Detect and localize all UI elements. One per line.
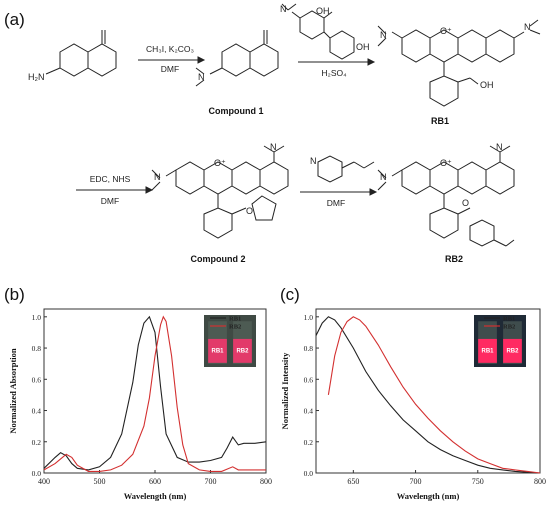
compound2-name: Compound 2 bbox=[191, 254, 246, 264]
reagent4-label: DMF bbox=[327, 198, 345, 208]
y-tick-label: 0.2 bbox=[304, 438, 314, 447]
series-line-rb1 bbox=[315, 316, 541, 474]
cuvette-label: RB2 bbox=[236, 348, 249, 354]
y-tick-label: 0.8 bbox=[32, 344, 42, 353]
plot-frame bbox=[315, 308, 541, 474]
diethylamine-label-compound2: N bbox=[154, 172, 161, 182]
x-tick-label: 500 bbox=[94, 477, 106, 486]
compound1-name: Compound 1 bbox=[209, 106, 264, 116]
y-tick-label: 1.0 bbox=[32, 313, 42, 322]
series-line-rb2 bbox=[43, 315, 266, 472]
reagent1-line1: CH₃I, K₂CO₃ bbox=[146, 44, 194, 54]
legend-entry: RB1 bbox=[229, 316, 241, 323]
dimethylamine-label-compound1: N bbox=[198, 72, 205, 82]
series-line-rb1 bbox=[43, 315, 267, 471]
cuvette-label: RB1 bbox=[212, 348, 225, 354]
amine-label: H₂N bbox=[28, 72, 45, 82]
oxonium-label-rb2: O⁺ bbox=[440, 158, 452, 168]
x-axis-label: Wavelength (nm) bbox=[124, 491, 187, 501]
ester-oxygen-label: O bbox=[246, 206, 253, 216]
diethylamine-label-rb2: N bbox=[380, 172, 387, 182]
x-tick-label: 700 bbox=[410, 477, 422, 486]
rb1-name: RB1 bbox=[431, 116, 449, 126]
series-line-rb2 bbox=[327, 316, 541, 474]
dimethylamine-label-compound2: N bbox=[270, 142, 277, 152]
y-tick-label: 0.0 bbox=[304, 469, 314, 478]
hydroxyl-label: OH bbox=[316, 6, 330, 16]
x-tick-label: 800 bbox=[260, 477, 272, 486]
synthesis-scheme: H₂N N OH OH N N N O⁺ OH N N O⁺ O N N N O… bbox=[28, 3, 541, 264]
x-axis-label: Wavelength (nm) bbox=[397, 491, 460, 501]
dimethylamine-label-rb1: N bbox=[524, 22, 531, 32]
amide-oxygen-label: O bbox=[462, 198, 469, 208]
oxonium-label-compound2: O⁺ bbox=[214, 158, 226, 168]
panel-label-b: (b) bbox=[4, 285, 25, 304]
cuvette-label: RB2 bbox=[506, 348, 519, 354]
cuvette-label: RB1 bbox=[482, 348, 495, 354]
y-axis-label: Normalized Absorption bbox=[8, 348, 18, 434]
x-tick-label: 750 bbox=[472, 477, 484, 486]
cuvette-photo: RB1 RB2 bbox=[204, 315, 256, 367]
legend-entry: RB2 bbox=[503, 324, 515, 331]
y-tick-label: 0.4 bbox=[304, 407, 314, 416]
y-tick-label: 0.2 bbox=[32, 438, 42, 447]
cuvette-photo: RB1 RB2 bbox=[474, 315, 526, 367]
carboxyl-label: OH bbox=[356, 42, 370, 52]
diethylamine-label-rb1: N bbox=[380, 30, 387, 40]
piperazine-nh-label: N bbox=[310, 156, 317, 166]
panel-label-c: (c) bbox=[280, 285, 300, 304]
x-tick-label: 400 bbox=[38, 477, 50, 486]
legend-entry: RB1 bbox=[503, 316, 515, 323]
reagent2-label: H₂SO₄ bbox=[321, 68, 347, 78]
y-tick-label: 0.6 bbox=[304, 375, 314, 384]
x-tick-label: 600 bbox=[149, 477, 161, 486]
x-tick-label: 800 bbox=[534, 477, 546, 486]
x-tick-label: 700 bbox=[205, 477, 217, 486]
dimethylamine-label-rb2: N bbox=[496, 142, 503, 152]
panel-label-a: (a) bbox=[4, 10, 25, 29]
oxonium-label-rb1: O⁺ bbox=[440, 26, 452, 36]
rb2-name: RB2 bbox=[445, 254, 463, 264]
x-tick-label: 650 bbox=[347, 477, 359, 486]
acid-label-rb1: OH bbox=[480, 80, 494, 90]
reagent3-line2: DMF bbox=[101, 196, 119, 206]
y-tick-label: 0.8 bbox=[304, 344, 314, 353]
legend-entry: RB2 bbox=[229, 324, 241, 331]
y-tick-label: 0.4 bbox=[32, 407, 42, 416]
reagent3-line1: EDC, NHS bbox=[90, 174, 131, 184]
reagent-amine-label: N bbox=[280, 4, 287, 14]
y-tick-label: 0.6 bbox=[32, 375, 42, 384]
y-tick-label: 1.0 bbox=[304, 313, 314, 322]
reagent1-line2: DMF bbox=[161, 64, 179, 74]
y-tick-label: 0.0 bbox=[32, 469, 42, 478]
y-axis-label: Normalized Intensity bbox=[280, 352, 290, 429]
